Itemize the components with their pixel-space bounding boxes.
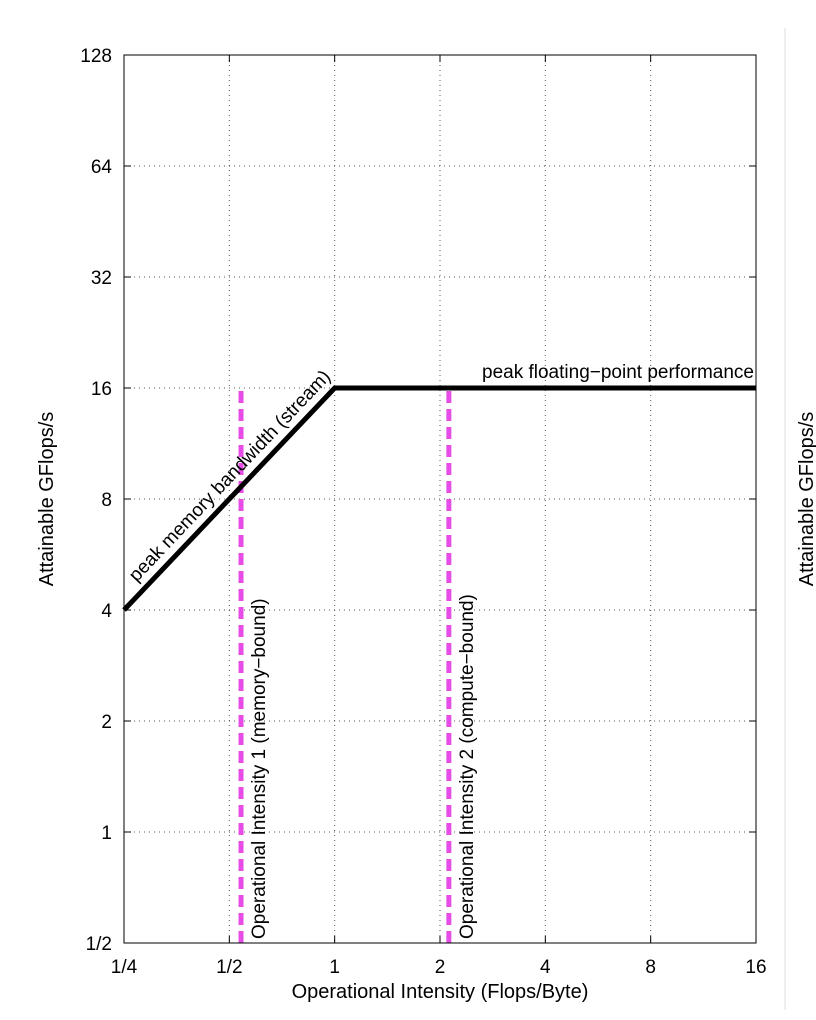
- bandwidth-annotation: peak memory bandwidth (stream): [125, 366, 335, 586]
- operational-intensity-lines: Operational Intensity 1 (memory−bound) Op…: [241, 388, 478, 943]
- y-tick-label: 32: [91, 268, 112, 289]
- y-axis-title: Attainable GFlops/s: [36, 412, 58, 587]
- y-tick-label: 8: [101, 490, 112, 511]
- operational-intensity-label-1: Operational Intensity 1 (memory−bound): [249, 598, 270, 939]
- x-tick-label: 1/4: [111, 957, 138, 978]
- peak-annotation: peak floating−point performance: [482, 362, 754, 383]
- x-tick-label: 1: [329, 957, 340, 978]
- x-tick-label: 2: [435, 957, 446, 978]
- x-tick-label: 1/2: [216, 957, 242, 978]
- y-tick-label: 64: [91, 157, 113, 178]
- y-tick-label: 2: [101, 712, 112, 733]
- y-tick-label: 1/2: [86, 934, 112, 955]
- x-axis-title: Operational Intensity (Flops/Byte): [292, 981, 589, 1003]
- y-tick-label: 4: [101, 601, 112, 622]
- y-tick-label: 1: [101, 823, 112, 844]
- y-tick-label: 128: [80, 46, 112, 67]
- second-y-axis-title: Attainable GFlops/s: [796, 412, 816, 587]
- y-tick-label: 16: [91, 379, 112, 400]
- operational-intensity-label-2: Operational Intensity 2 (compute−bound): [457, 594, 478, 939]
- y-axis-ticks: 1/2 1 2 4 8 16 32 64 128: [80, 46, 756, 955]
- x-tick-label: 4: [540, 957, 551, 978]
- x-tick-label: 16: [745, 957, 766, 978]
- x-tick-label: 8: [645, 957, 656, 978]
- x-axis-ticks: 1/4 1/2 1 2 4 8 16: [111, 55, 767, 978]
